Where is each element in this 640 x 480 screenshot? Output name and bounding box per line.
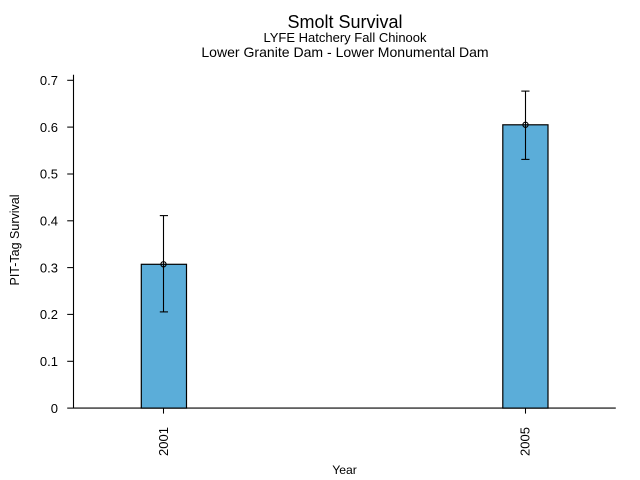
svg-text:LYFE Hatchery Fall Chinook: LYFE Hatchery Fall Chinook [263, 30, 427, 45]
svg-text:Year: Year [332, 463, 357, 477]
svg-text:0.2: 0.2 [40, 307, 58, 322]
svg-text:0: 0 [51, 401, 58, 416]
svg-text:0.5: 0.5 [40, 167, 58, 182]
svg-text:2001: 2001 [156, 427, 171, 456]
svg-text:0.6: 0.6 [40, 120, 58, 135]
svg-text:2005: 2005 [518, 427, 533, 456]
svg-text:0.1: 0.1 [40, 354, 58, 369]
svg-text:0.7: 0.7 [40, 73, 58, 88]
svg-text:Lower Granite Dam - Lower Monu: Lower Granite Dam - Lower Monumental Dam [201, 44, 488, 60]
svg-text:PIT-Tag Survival: PIT-Tag Survival [8, 194, 22, 285]
svg-text:0.4: 0.4 [40, 214, 58, 229]
svg-text:0.3: 0.3 [40, 260, 58, 275]
svg-text:Smolt Survival: Smolt Survival [287, 12, 402, 32]
